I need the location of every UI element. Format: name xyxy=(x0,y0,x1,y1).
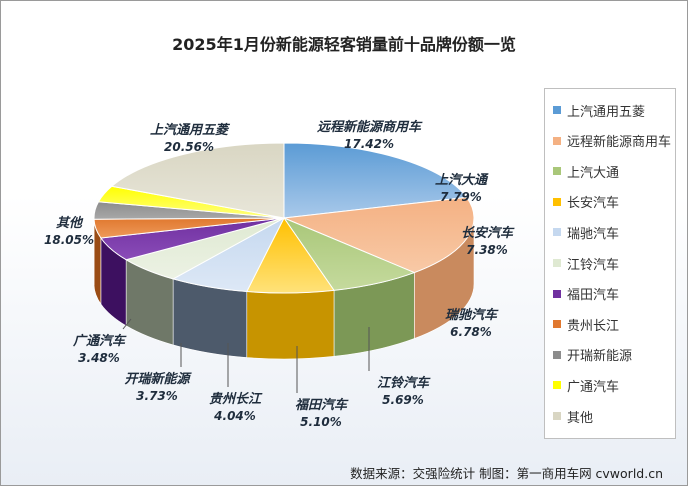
slice-name-label: 广通汽车 xyxy=(72,333,127,349)
legend-label: 江铃汽车 xyxy=(567,257,620,273)
legend-label: 其他 xyxy=(567,410,594,426)
legend-swatch xyxy=(553,136,561,145)
legend-item: 贵州长江 xyxy=(553,315,620,334)
slice-side-3 xyxy=(246,290,335,360)
legend: 上汽通用五菱远程新能源商用车 上汽大通长安汽车瑞驰汽车江铃汽车福田汽车贵州长江开瑞… xyxy=(544,88,676,439)
slice-name-label: 开瑞新能源 xyxy=(124,371,192,387)
slice-value-label: 6.78% xyxy=(450,325,492,339)
slice-value-label: 17.42% xyxy=(344,137,394,151)
legend-swatch xyxy=(553,412,561,420)
slice-value-label: 7.38% xyxy=(466,243,508,257)
pie-slice-1 xyxy=(282,196,475,274)
legend-swatch xyxy=(553,197,561,206)
slice-value-label: 3.73% xyxy=(136,389,178,403)
slice-name-label: 福田汽车 xyxy=(295,397,349,413)
slice-value-label: 3.48% xyxy=(78,351,120,365)
legend-label: 上汽大通 xyxy=(567,165,620,181)
legend-item: 长安汽车 xyxy=(553,193,619,211)
slice-name-label: 贵州长江 xyxy=(209,391,263,407)
legend-label: 开瑞新能源 xyxy=(567,349,633,365)
slice-value-label: 5.10% xyxy=(300,415,342,429)
legend-swatch xyxy=(553,320,561,329)
legend-item: 开瑞新能源 xyxy=(553,346,632,364)
legend-swatch xyxy=(553,259,561,267)
source-note: 数据来源：交强险统计 制图：第一商用车网 cvworld.cn xyxy=(350,466,663,481)
chart-title: 2025年1月份新能源轻客销量前十品牌份额一览 xyxy=(172,35,516,54)
legend-swatch xyxy=(553,350,561,359)
legend-label: 福田汽车 xyxy=(567,288,620,304)
pie-slice-0 xyxy=(283,142,468,219)
slice-value-label: 7.79% xyxy=(440,190,482,204)
slice-name-label: 江铃汽车 xyxy=(377,375,431,391)
legend-item: 福田汽车 xyxy=(553,285,619,303)
slice-value-label: 18.05% xyxy=(44,233,94,247)
slice-value-label: 20.56% xyxy=(164,140,214,154)
slice-name-label: 长安汽车 xyxy=(461,225,515,241)
slice-name-label: 其他 xyxy=(56,215,84,231)
legend-label: 贵州长江 xyxy=(567,318,620,334)
legend-item: 上汽大通 xyxy=(553,162,620,181)
legend-item: 其他 xyxy=(553,407,594,426)
legend-swatch xyxy=(553,167,561,176)
legend-label: 长安汽车 xyxy=(567,196,620,212)
pie-slice-2 xyxy=(282,216,416,291)
legend-label: 广通汽车 xyxy=(567,379,620,395)
legend-swatch xyxy=(553,106,561,114)
legend-swatch xyxy=(553,228,561,237)
slice-value-label: 4.04% xyxy=(213,409,256,423)
slice-value-label: 5.69% xyxy=(382,393,424,407)
slice-name-label: 瑞驰汽车 xyxy=(445,307,499,323)
legend-swatch xyxy=(553,381,561,390)
slice-name-label: 上汽通用五菱 xyxy=(150,122,231,138)
leader-line-9 xyxy=(122,318,132,330)
legend-label: 瑞驰汽车 xyxy=(567,226,620,242)
legend-label: 上汽通用五菱 xyxy=(567,104,646,120)
legend-item: 上汽通用五菱 xyxy=(553,101,646,120)
slice-name-label: 上汽大通 xyxy=(435,172,489,188)
legend-swatch xyxy=(553,289,561,298)
pie-slice-10 xyxy=(110,142,285,219)
legend-item: 瑞驰汽车 xyxy=(553,223,620,242)
legend-item: 远程新能源商用车 xyxy=(553,132,671,150)
slice-name-label: 远程新能源商用车 xyxy=(317,119,423,135)
legend-item: 广通汽车 xyxy=(553,376,620,395)
legend-label: 远程新能源商用车 xyxy=(567,135,672,151)
legend-item: 江铃汽车 xyxy=(553,254,620,273)
